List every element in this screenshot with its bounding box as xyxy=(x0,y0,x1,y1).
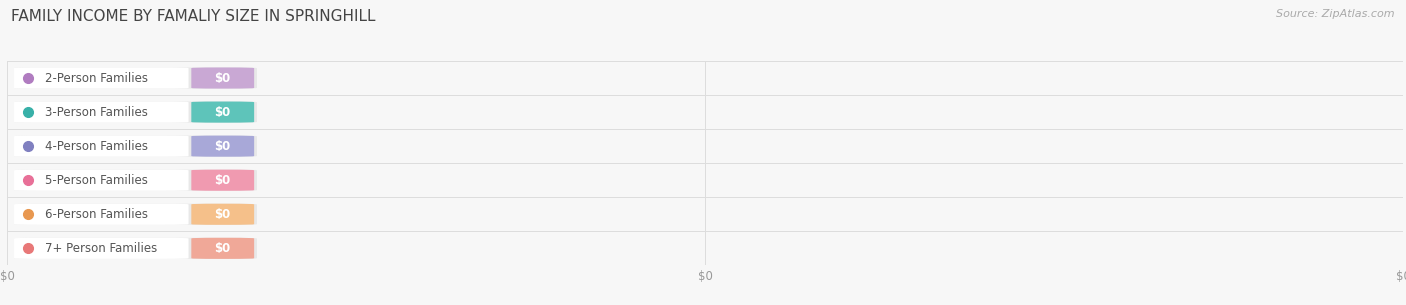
FancyBboxPatch shape xyxy=(14,204,257,225)
Text: 5-Person Families: 5-Person Families xyxy=(45,174,148,187)
Text: 2-Person Families: 2-Person Families xyxy=(45,72,148,84)
FancyBboxPatch shape xyxy=(14,136,257,157)
FancyBboxPatch shape xyxy=(191,170,254,191)
FancyBboxPatch shape xyxy=(14,170,188,191)
FancyBboxPatch shape xyxy=(14,67,257,88)
Text: 6-Person Families: 6-Person Families xyxy=(45,208,148,221)
Text: $0: $0 xyxy=(215,140,231,152)
Text: $0: $0 xyxy=(215,242,231,255)
FancyBboxPatch shape xyxy=(14,238,257,259)
FancyBboxPatch shape xyxy=(14,238,188,259)
FancyBboxPatch shape xyxy=(191,67,254,88)
FancyBboxPatch shape xyxy=(14,102,257,123)
Text: Source: ZipAtlas.com: Source: ZipAtlas.com xyxy=(1277,9,1395,19)
Text: $0: $0 xyxy=(215,106,231,119)
FancyBboxPatch shape xyxy=(191,204,254,225)
FancyBboxPatch shape xyxy=(14,67,188,88)
Text: $0: $0 xyxy=(215,174,231,187)
FancyBboxPatch shape xyxy=(14,102,188,123)
Text: $0: $0 xyxy=(215,208,231,221)
Text: FAMILY INCOME BY FAMALIY SIZE IN SPRINGHILL: FAMILY INCOME BY FAMALIY SIZE IN SPRINGH… xyxy=(11,9,375,24)
Text: 4-Person Families: 4-Person Families xyxy=(45,140,148,152)
FancyBboxPatch shape xyxy=(191,238,254,259)
FancyBboxPatch shape xyxy=(191,102,254,123)
FancyBboxPatch shape xyxy=(191,136,254,157)
Text: 7+ Person Families: 7+ Person Families xyxy=(45,242,157,255)
FancyBboxPatch shape xyxy=(14,170,257,191)
FancyBboxPatch shape xyxy=(14,136,188,157)
Text: $0: $0 xyxy=(215,72,231,84)
FancyBboxPatch shape xyxy=(14,204,188,225)
Text: 3-Person Families: 3-Person Families xyxy=(45,106,148,119)
